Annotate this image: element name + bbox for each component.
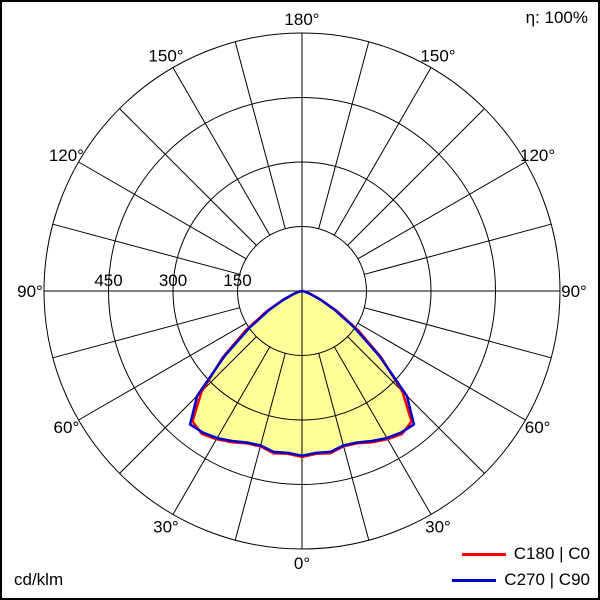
angle-label: 30°	[425, 518, 451, 537]
angle-label: 30°	[153, 518, 179, 537]
grid-radial-line	[119, 108, 257, 246]
grid-radial-line	[364, 223, 552, 275]
grid-radial-line	[318, 41, 370, 229]
angle-label: 0°	[294, 554, 310, 573]
angle-label: 60°	[525, 418, 551, 437]
grid-radial-line	[234, 41, 286, 229]
grid-radial-line	[364, 307, 552, 359]
grid-radial-line	[172, 67, 271, 236]
angle-label: 90°	[17, 282, 43, 301]
angle-label: 120°	[520, 146, 555, 165]
legend-item-0: C180 | C0	[452, 544, 590, 564]
efficiency-label: η: 100%	[525, 8, 588, 27]
grid-radial-line	[52, 307, 240, 359]
angle-label: 90°	[561, 282, 587, 301]
angle-label: 150°	[420, 46, 455, 65]
grid-radial-line	[52, 223, 240, 275]
radial-tick-label: 450	[94, 271, 122, 290]
grid-radial-line	[357, 161, 526, 260]
grid-radial-line	[119, 336, 257, 474]
grid-radial-line	[333, 67, 432, 236]
grid-radial-line	[172, 346, 271, 515]
legend: C180 | C0 C270 | C90	[452, 544, 590, 590]
legend-label: C270 | C90	[504, 570, 590, 589]
grid-radial-line	[78, 322, 247, 421]
angle-label: 150°	[148, 46, 183, 65]
unit-label: cd/klm	[14, 570, 64, 589]
legend-item-1: C270 | C90	[452, 570, 590, 590]
angle-label: 180°	[284, 10, 319, 29]
grid-radial-line	[78, 161, 247, 260]
angle-label: 120°	[49, 146, 84, 165]
legend-label: C180 | C0	[513, 544, 590, 563]
grid-radial-line	[347, 108, 485, 246]
grid-radial-line	[347, 336, 485, 474]
grid-radial-line	[333, 346, 432, 515]
curve-C270-C90	[188, 289, 416, 457]
grid-radial-line	[357, 322, 526, 421]
radial-tick-label: 150	[223, 271, 251, 290]
angle-label: 60°	[54, 418, 80, 437]
legend-line-icon	[461, 552, 506, 556]
radial-tick-label: 300	[159, 271, 187, 290]
legend-line-icon	[452, 578, 497, 582]
